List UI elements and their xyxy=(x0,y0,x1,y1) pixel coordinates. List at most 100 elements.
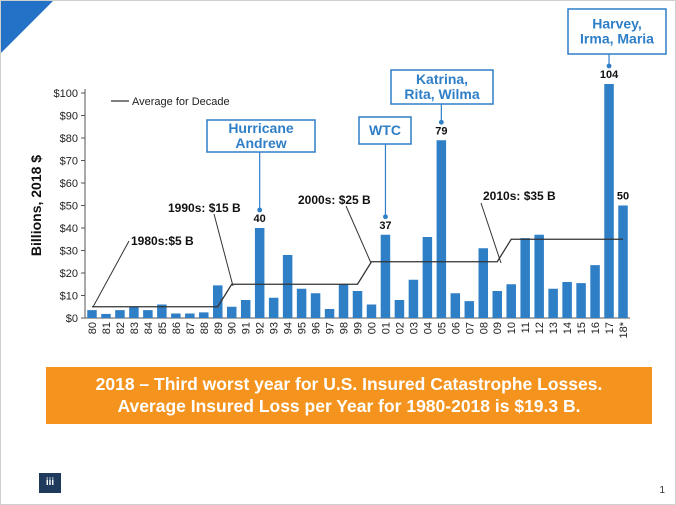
bar-94 xyxy=(282,255,293,318)
x-tick-label: 96 xyxy=(311,322,323,334)
x-tick-label: 12 xyxy=(534,322,546,334)
callout-text: WTC xyxy=(369,122,401,138)
callout-text: Rita, Wilma xyxy=(404,86,480,102)
x-tick-label: 09 xyxy=(492,322,504,334)
bar-14 xyxy=(562,282,572,318)
legend-label: Average for Decade xyxy=(132,96,230,108)
x-tick-label: 90 xyxy=(227,322,239,334)
bar-97 xyxy=(324,309,335,318)
x-tick-label: 84 xyxy=(143,322,155,334)
x-tick-label: 18* xyxy=(618,321,630,338)
bar-81 xyxy=(101,313,111,318)
y-axis-title: Billions, 2018 $ xyxy=(28,155,44,256)
bars-group xyxy=(87,84,628,318)
banner-line-2: Average Insured Loss per Year for 1980-2… xyxy=(117,396,581,416)
bar-90 xyxy=(226,306,237,318)
summary-banner: 2018 – Third worst year for U.S. Insured… xyxy=(46,367,652,424)
callout-text: Katrina, xyxy=(416,71,468,87)
x-tick-label: 10 xyxy=(506,322,518,334)
x-tick-label: 93 xyxy=(269,322,281,334)
banner-line-1: 2018 – Third worst year for U.S. Insured… xyxy=(95,374,603,394)
decade-label-leader xyxy=(345,205,372,264)
bar-96 xyxy=(310,293,321,318)
callout-dot xyxy=(383,214,388,220)
x-tick-label: 82 xyxy=(115,322,127,334)
x-tick-label: 01 xyxy=(380,322,392,334)
callout-text: Harvey, xyxy=(592,16,642,32)
bar-98 xyxy=(338,284,349,318)
bar-09 xyxy=(492,291,502,318)
bar-12 xyxy=(534,234,544,318)
x-tick-label: 95 xyxy=(297,322,309,334)
labels-group: 40 37 79 104 50 xyxy=(254,69,630,232)
bar-87 xyxy=(185,313,195,318)
bar-80 xyxy=(87,310,97,318)
callout-dot xyxy=(606,63,612,69)
bar-07 xyxy=(464,301,475,318)
bar-13 xyxy=(548,288,558,318)
callout-box-92 xyxy=(206,119,316,153)
y-tick-label: $70 xyxy=(60,156,78,168)
bar-15 xyxy=(576,283,586,318)
x-tick-label: 14 xyxy=(562,322,574,334)
bar-11 xyxy=(520,238,530,318)
y-tick-label: $40 xyxy=(60,223,78,235)
data-label-92: 40 xyxy=(254,213,266,225)
decade-average-group: Average for Decade 1980s:$5 B 1990s: $15 B… xyxy=(91,96,624,308)
bar-82 xyxy=(115,310,125,318)
page-number: 1 xyxy=(659,485,665,496)
x-tick-label: 06 xyxy=(450,322,462,334)
x-tick-label: 92 xyxy=(255,322,267,334)
callout-text: Irma, Maria xyxy=(580,31,654,47)
x-tick-label: 87 xyxy=(185,322,197,334)
bar-16 xyxy=(590,265,600,318)
callout-text: Andrew xyxy=(235,135,286,151)
bar-18* xyxy=(618,205,628,318)
decade-average-label: 2010s: $35 B xyxy=(483,189,556,203)
data-label-05: 79 xyxy=(435,125,447,137)
bar-08 xyxy=(478,248,489,318)
bar-05 xyxy=(436,140,447,318)
bar-02 xyxy=(394,300,405,318)
x-tick-label: 00 xyxy=(366,322,378,334)
data-label-18*: 50 xyxy=(617,191,629,203)
x-tick-label: 16 xyxy=(590,322,602,334)
bar-91 xyxy=(240,300,251,318)
y-tick-label: $20 xyxy=(60,268,78,280)
x-tick-label: 03 xyxy=(408,322,420,334)
callout-text: Hurricane xyxy=(228,120,294,136)
bar-84 xyxy=(143,310,153,318)
bar-04 xyxy=(422,237,433,318)
x-tick-label: 15 xyxy=(576,322,588,334)
decade-label-leader xyxy=(92,240,130,308)
bar-93 xyxy=(268,297,279,318)
bar-99 xyxy=(352,291,363,318)
x-tick-label: 05 xyxy=(436,322,448,334)
bar-00 xyxy=(366,304,377,318)
callout-box-17 xyxy=(567,8,667,55)
x-tick-label: 86 xyxy=(171,322,183,334)
bar-92 xyxy=(254,228,265,318)
x-tick-label: 83 xyxy=(129,322,141,334)
callout-dot xyxy=(438,119,444,125)
x-tick-label: 02 xyxy=(394,322,406,334)
x-tick-label: 13 xyxy=(548,322,560,334)
bar-03 xyxy=(408,279,419,318)
bar-01 xyxy=(380,234,391,318)
corner-accent xyxy=(1,1,53,53)
decade-label-leader xyxy=(213,213,234,287)
y-tick-label: $0 xyxy=(66,313,78,325)
x-tick-label: 81 xyxy=(101,322,113,334)
bar-06 xyxy=(450,293,461,318)
bar-17 xyxy=(604,84,614,318)
data-label-01: 37 xyxy=(379,220,391,232)
decade-average-label: 1980s:$5 B xyxy=(131,234,194,248)
decade-label-leader xyxy=(480,202,502,264)
callout-dot xyxy=(257,207,263,213)
y-tick-label: $100 xyxy=(54,88,78,100)
y-tick-label: $80 xyxy=(60,133,78,145)
y-tick-label: $10 xyxy=(60,291,78,303)
y-tick-label: $50 xyxy=(60,201,78,213)
